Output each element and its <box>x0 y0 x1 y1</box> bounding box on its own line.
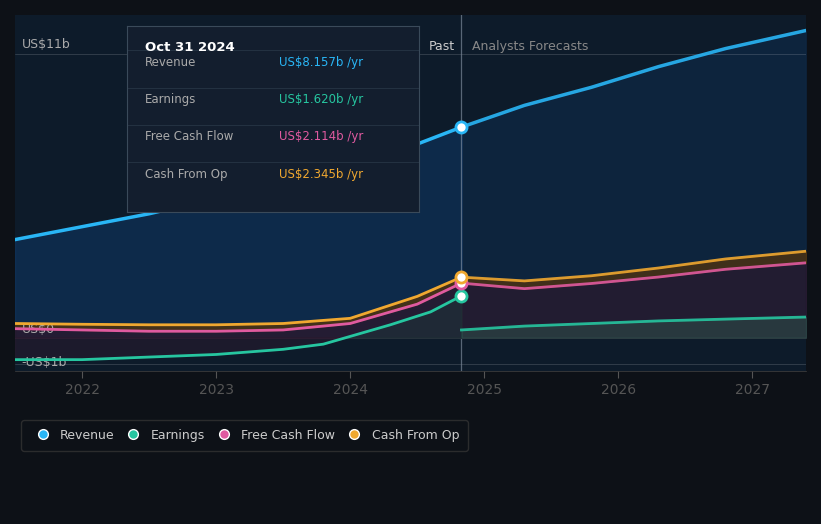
Text: Revenue: Revenue <box>144 56 196 69</box>
Text: Free Cash Flow: Free Cash Flow <box>144 130 233 144</box>
Text: US$1.620b /yr: US$1.620b /yr <box>279 93 363 106</box>
Text: Oct 31 2024: Oct 31 2024 <box>144 41 235 54</box>
Text: US$8.157b /yr: US$8.157b /yr <box>279 56 363 69</box>
Text: US$0: US$0 <box>21 323 55 336</box>
Text: Past: Past <box>429 39 455 52</box>
Legend: Revenue, Earnings, Free Cash Flow, Cash From Op: Revenue, Earnings, Free Cash Flow, Cash … <box>21 420 468 451</box>
Text: Analysts Forecasts: Analysts Forecasts <box>472 39 589 52</box>
Text: US$2.114b /yr: US$2.114b /yr <box>279 130 363 144</box>
Text: Cash From Op: Cash From Op <box>144 168 227 181</box>
Text: -US$1b: -US$1b <box>21 356 67 369</box>
Text: US$11b: US$11b <box>21 38 71 51</box>
Text: Earnings: Earnings <box>144 93 196 106</box>
Text: US$2.345b /yr: US$2.345b /yr <box>279 168 363 181</box>
